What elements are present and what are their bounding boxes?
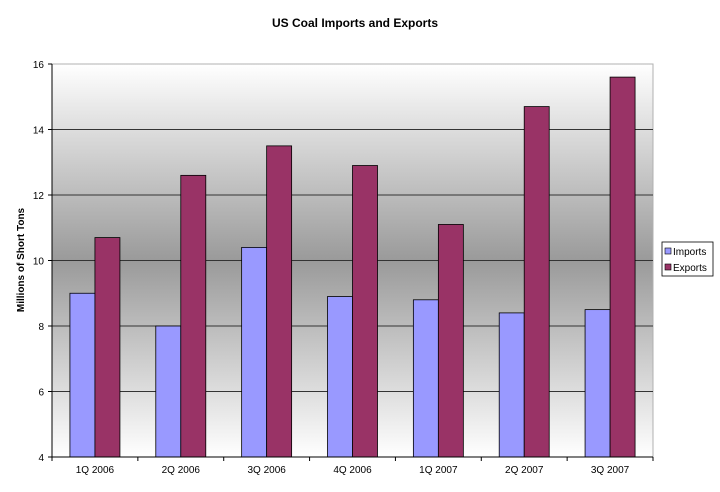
y-tick-label: 10 — [33, 257, 45, 268]
bar-imports-5 — [498, 312, 525, 458]
bar-exports-6 — [609, 76, 636, 458]
bar-exports-2 — [266, 145, 293, 458]
legend-label-imports: Imports — [673, 247, 706, 258]
y-tick-label: 16 — [33, 60, 45, 71]
legend: Imports Exports — [661, 241, 714, 277]
bar-imports-6 — [584, 309, 611, 458]
bar-imports-4 — [412, 299, 439, 458]
x-tick-label: 4Q 2006 — [333, 465, 372, 476]
y-axis-label: Millions of Short Tons — [16, 207, 27, 312]
x-tick-label: 1Q 2007 — [419, 465, 458, 476]
x-tick-label: 2Q 2006 — [162, 465, 201, 476]
chart-title: US Coal Imports and Exports — [272, 16, 438, 30]
x-tick-label: 2Q 2007 — [505, 465, 544, 476]
x-tick-label: 3Q 2007 — [591, 465, 630, 476]
y-tick-label: 12 — [33, 191, 45, 202]
bar-exports-1 — [180, 174, 207, 458]
bar-exports-0 — [94, 237, 121, 458]
bar-imports-0 — [69, 292, 96, 458]
bar-imports-2 — [241, 246, 268, 458]
y-tick-label: 6 — [38, 388, 44, 399]
y-tick-label: 4 — [38, 453, 44, 464]
y-tick-label: 14 — [33, 126, 45, 137]
legend-swatch-imports — [664, 247, 672, 255]
x-tick-label: 3Q 2006 — [247, 465, 286, 476]
legend-swatch-exports — [664, 263, 672, 271]
x-tick-label: 1Q 2006 — [76, 465, 115, 476]
bar-imports-1 — [155, 325, 182, 458]
bar-exports-4 — [437, 224, 464, 458]
bar-exports-5 — [523, 106, 550, 458]
y-tick-label: 8 — [38, 322, 44, 333]
bar-exports-3 — [352, 165, 378, 458]
legend-label-exports: Exports — [673, 263, 707, 274]
bar-imports-3 — [327, 296, 353, 458]
